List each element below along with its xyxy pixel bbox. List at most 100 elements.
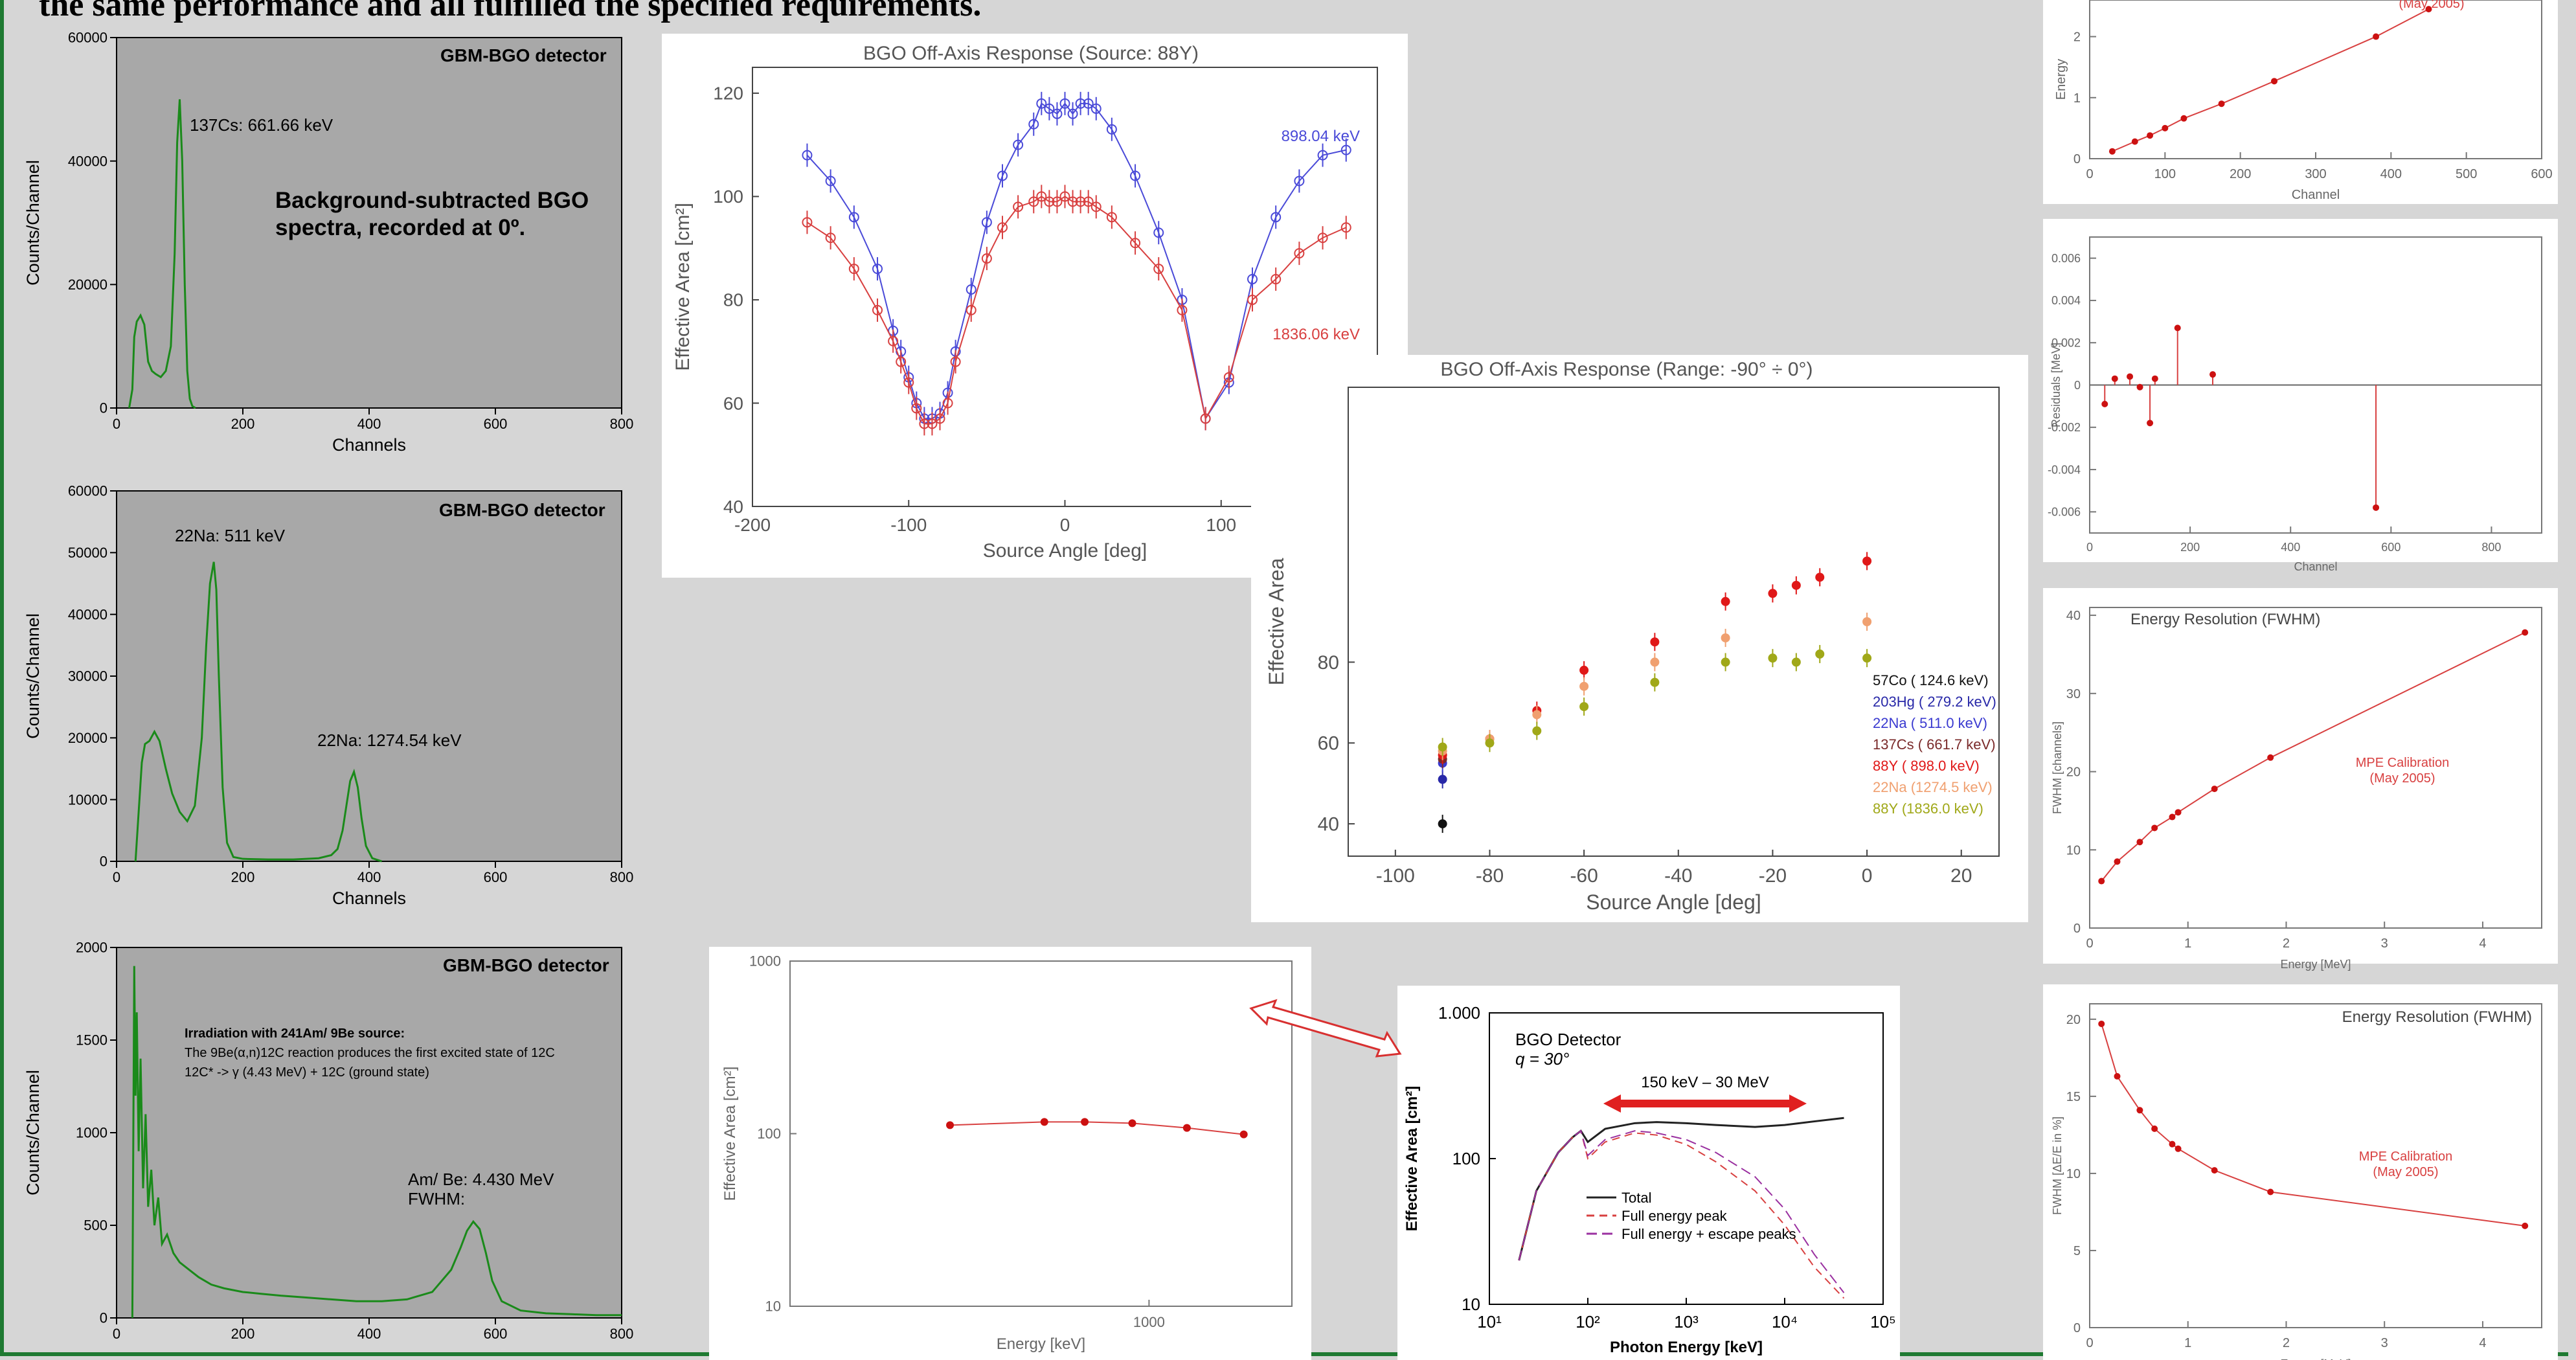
data-point	[1052, 108, 1063, 119]
data-point	[2175, 809, 2182, 816]
data-point	[1579, 702, 1589, 712]
y-tick-label: -0.002	[2048, 421, 2081, 434]
data-point	[1013, 139, 1024, 150]
data-point	[2147, 132, 2154, 139]
y-tick-label: 0	[100, 400, 107, 416]
data-point	[1650, 677, 1660, 687]
x-tick-label: 600	[2531, 167, 2552, 181]
legend-entry: Total	[1621, 1190, 1651, 1206]
x-tick-label: 500	[2456, 167, 2477, 181]
y-tick-label: 10	[2066, 1167, 2081, 1181]
y-tick-label: 20	[2066, 765, 2081, 780]
x-tick-label: 3	[2381, 1336, 2388, 1350]
x-axis-label: Channel	[2292, 188, 2340, 202]
y-tick-label: 10	[2066, 843, 2081, 857]
data-point	[1090, 103, 1102, 114]
data-point	[1247, 294, 1258, 305]
data-point	[1130, 238, 1141, 249]
data-point	[1028, 196, 1039, 207]
y-axis-label: Effective Area [cm²]	[1403, 1086, 1421, 1232]
data-point	[1130, 170, 1141, 181]
data-point	[1036, 191, 1047, 202]
x-tick-label: 200	[231, 1326, 255, 1342]
x-tick-label: 1	[2184, 936, 2191, 951]
data-point	[1294, 248, 1305, 259]
y-tick-label: 60	[723, 393, 743, 413]
data-point	[825, 232, 836, 244]
y-tick-label: 1.000	[1438, 1003, 1480, 1023]
data-point	[1106, 124, 1117, 135]
data-point	[2127, 373, 2134, 380]
data-point	[1106, 212, 1117, 223]
x-tick-label: 10¹	[1477, 1312, 1502, 1332]
data-point	[2098, 1020, 2105, 1027]
energy-calibration-panel: 0100200300400500600012ChannelEnergyMPE C…	[2043, 0, 2558, 204]
data-point	[2108, 148, 2116, 155]
data-point	[1650, 637, 1660, 647]
x-tick-label: 200	[231, 869, 255, 885]
y-tick-label: 40	[2066, 609, 2081, 623]
y-tick-label: 80	[1318, 652, 1339, 674]
x-tick-label: 100	[1206, 515, 1236, 535]
data-point	[2098, 878, 2105, 885]
data-point	[1223, 372, 1234, 383]
data-point	[2209, 371, 2217, 378]
data-point	[1239, 1130, 1248, 1139]
x-tick-label: 0	[113, 869, 120, 885]
ambe-panel-title: GBM-BGO detector	[443, 955, 609, 975]
effective-area-energy-panel: 1000 10 100 1000 Energy [keV] Effective Area …	[709, 947, 1311, 1360]
data-point	[903, 377, 914, 388]
data-point	[1177, 304, 1188, 315]
bgo-effective-area-panel: 10¹ 10² 10³ 10⁴ 10⁵ 10 100 1.000 Photon Energy […	[1397, 986, 1900, 1360]
series-line	[2101, 631, 2525, 882]
legend-entry: 22Na ( 511.0 keV)	[1873, 715, 1987, 731]
y-tick-label: 10	[765, 1298, 781, 1315]
data-point	[2522, 629, 2529, 636]
data-point	[888, 335, 899, 346]
y-tick-label: 20000	[68, 277, 107, 293]
ambe-note-line1: Irradiation with 241Am/ 9Be source:	[185, 1026, 405, 1041]
y-tick-label: 100	[1452, 1149, 1480, 1168]
x-tick-label: 0	[2086, 936, 2093, 951]
series-line	[950, 1121, 1244, 1135]
ambe-spectrum-panel: 0 200 400 600 800 0 500 1000 1500 2000 Counts/Chan…	[0, 936, 648, 1360]
data-point	[1271, 274, 1282, 285]
plot-frame	[2089, 1003, 2542, 1328]
data-point	[1768, 589, 1778, 598]
connector-arrow	[1249, 999, 1402, 1058]
series-line	[2112, 8, 2429, 152]
data-point	[1036, 98, 1047, 109]
x-tick-label: 600	[484, 1326, 508, 1342]
data-point	[2114, 858, 2121, 865]
calibration-note: (May 2005)	[2373, 1165, 2438, 1179]
chart-title: Energy Resolution (FWHM)	[2130, 611, 2320, 628]
data-point	[1579, 665, 1589, 675]
data-point	[981, 217, 992, 228]
y-tick-label: 120	[713, 84, 743, 104]
ambe-peak-label: Am/ Be: 4.430 MeV	[408, 1170, 554, 1189]
resolution-channels-panel: 0 1 2 3 4 0 10 20 30 40 Energy [MeV] FWHM [channels…	[2043, 588, 2558, 971]
legend-entry: 22Na (1274.5 keV)	[1873, 779, 1993, 795]
x-axis-label: Channel	[2294, 560, 2337, 573]
data-point	[1182, 1124, 1191, 1132]
y-tick-label: 80	[723, 290, 743, 310]
y-axis-label: Residuals [MeV]	[2050, 343, 2062, 427]
y-tick-label: 10	[1462, 1295, 1480, 1314]
y-tick-label: 30	[2066, 687, 2081, 701]
data-point	[1485, 738, 1495, 748]
data-point	[1013, 201, 1024, 212]
data-point	[2114, 1072, 2121, 1080]
y-tick-label: 0	[2073, 922, 2081, 936]
x-tick-label: 0	[2086, 541, 2093, 554]
x-tick-label: -20	[1759, 865, 1787, 887]
x-tick-label: 0	[1060, 515, 1070, 535]
x-tick-label: 0	[1862, 865, 1873, 887]
calibration-note: (May 2005)	[2369, 771, 2435, 786]
y-tick-label: 0	[100, 1310, 107, 1326]
y-tick-label: 100	[713, 187, 743, 207]
data-point	[2169, 813, 2176, 821]
calibration-note: (May 2005)	[2399, 0, 2464, 11]
x-tick-label: 4	[2479, 1336, 2486, 1350]
x-tick-label: 200	[231, 416, 255, 432]
data-point	[2175, 1145, 2182, 1152]
